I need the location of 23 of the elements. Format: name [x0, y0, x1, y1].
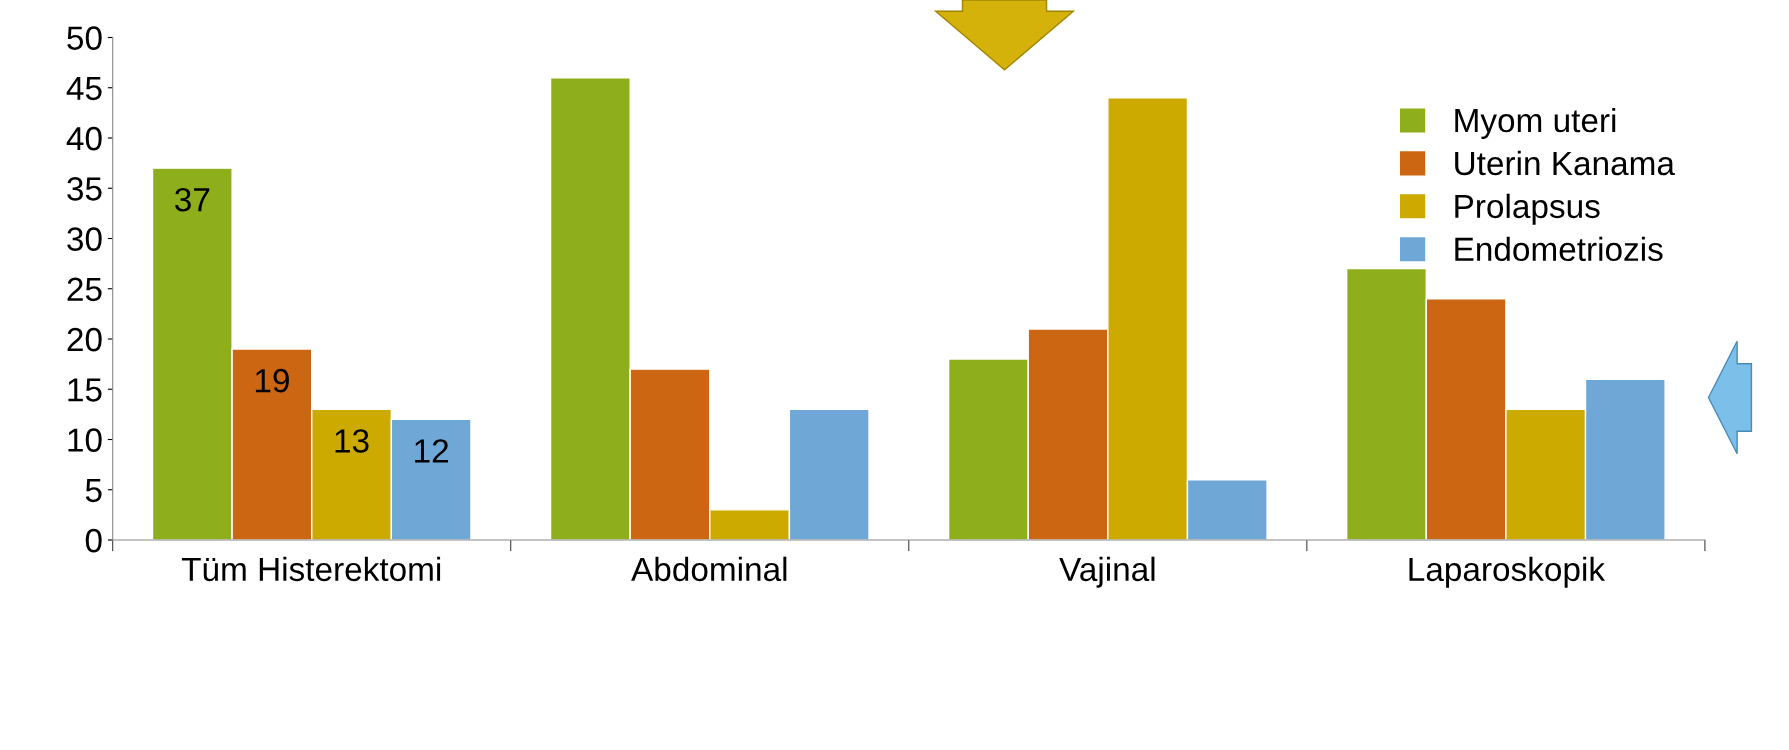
y-tick-label: 10	[68, 428, 102, 452]
y-tick-label: 30	[67, 227, 102, 251]
y-tick-label: 25	[67, 277, 102, 302]
legend-label: Prolapsus	[1455, 193, 1600, 225]
data-label: 13	[335, 429, 369, 453]
x-tick-label: Laparoskopik	[1409, 556, 1606, 588]
legend-label: Myom uteri	[1455, 107, 1616, 139]
y-tick-label: 50	[67, 26, 102, 50]
x-tick-label: Abdominal	[631, 556, 787, 582]
x-tick-label: Tüm Histerektomi	[181, 556, 441, 582]
data-label: 19	[255, 368, 289, 393]
y-tick-label: 0	[85, 528, 102, 553]
data-label: 12	[415, 439, 449, 463]
legend-label: Uterin Kanama	[1455, 150, 1675, 176]
x-tick-label: Vajinal	[1059, 556, 1155, 588]
y-tick-label: 5	[85, 478, 102, 503]
data-label: 37	[175, 187, 210, 212]
legend-label: Endometriozis	[1455, 236, 1663, 262]
y-tick-label: 20	[67, 327, 102, 352]
y-tick-label: 15	[68, 378, 102, 402]
y-tick-label: 40	[66, 126, 102, 151]
y-tick-label: 35	[67, 177, 102, 201]
y-tick-label: 45	[66, 76, 102, 101]
